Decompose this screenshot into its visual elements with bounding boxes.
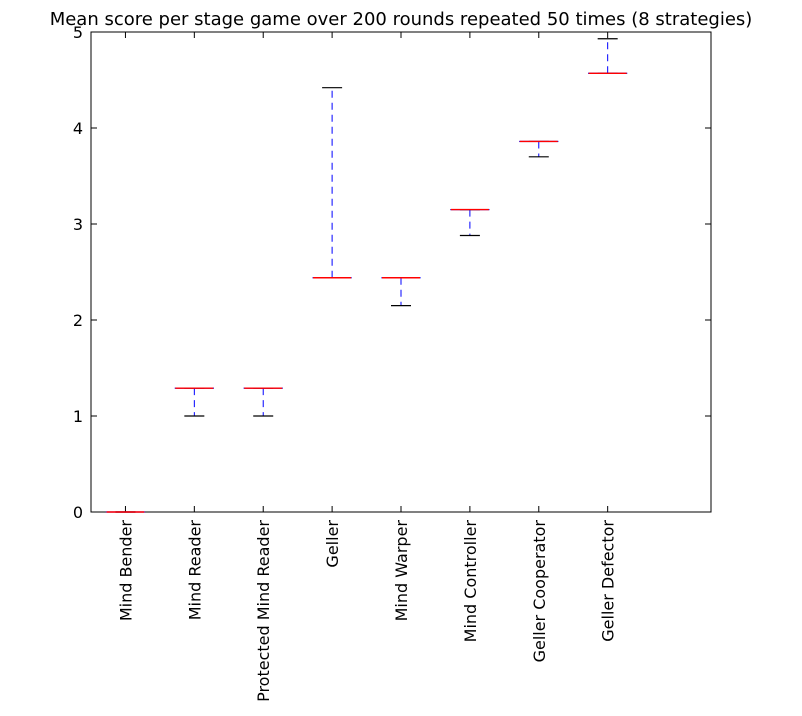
y-tick-label: 0 bbox=[73, 503, 83, 522]
box-4 bbox=[312, 87, 352, 279]
box-3 bbox=[243, 387, 283, 417]
y-tick-label: 4 bbox=[73, 119, 83, 138]
y-tick-label: 1 bbox=[73, 407, 83, 426]
x-axis: Mind Bender Mind Reader Protected Mind Rea… bbox=[116, 32, 618, 702]
x-tick-label: Mind Warper bbox=[392, 520, 411, 622]
boxes bbox=[105, 38, 628, 513]
box-6 bbox=[450, 208, 490, 237]
x-tick-label: Mind Controller bbox=[461, 520, 480, 643]
x-tick-label: Mind Bender bbox=[116, 520, 135, 622]
x-tick-label: Mind Reader bbox=[185, 520, 204, 621]
chart-title: Mean score per stage game over 200 round… bbox=[50, 9, 753, 30]
x-tick-label: Geller Defector bbox=[599, 520, 618, 642]
box-5 bbox=[381, 277, 421, 307]
x-tick-label: Protected Mind Reader bbox=[254, 520, 273, 702]
box-2 bbox=[174, 387, 214, 417]
x-tick-label: Geller Cooperator bbox=[530, 520, 549, 663]
y-tick-label: 3 bbox=[73, 215, 83, 234]
x-tick-label: Geller bbox=[323, 520, 342, 568]
box-8 bbox=[588, 38, 628, 74]
y-tick-label: 2 bbox=[73, 311, 83, 330]
y-tick-label: 5 bbox=[73, 23, 83, 42]
plot-frame bbox=[90, 31, 712, 513]
y-axis: 0 1 2 3 4 5 bbox=[73, 23, 711, 522]
box-7 bbox=[519, 140, 559, 158]
